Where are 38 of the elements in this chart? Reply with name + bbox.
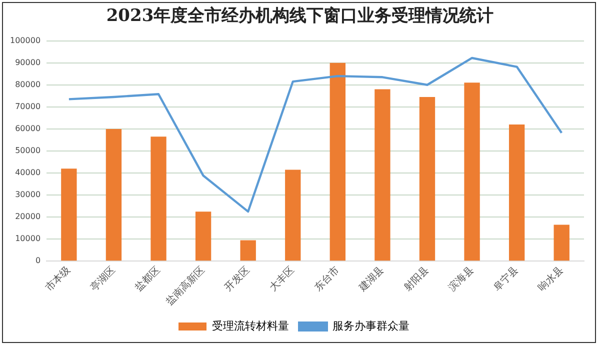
y-tick-label: 100000: [10, 36, 41, 45]
y-tick-label: 90000: [15, 58, 41, 67]
y-tick-label: 10000: [15, 234, 41, 244]
bar: [195, 212, 212, 261]
bar: [106, 128, 122, 261]
legend-label: 受理流转材料量: [212, 319, 289, 332]
x-tick-label: 射阳县: [401, 264, 432, 294]
y-tick-label: 60000: [15, 124, 41, 134]
x-tick-label: 市本级: [43, 264, 73, 294]
bar: [419, 96, 436, 261]
bar: [150, 136, 166, 261]
x-tick-label: 盐都区: [132, 264, 162, 294]
x-tick-label: 大丰区: [267, 264, 297, 294]
y-tick-label: 50000: [15, 146, 41, 156]
bar: [61, 168, 77, 261]
bar: [285, 170, 301, 261]
bar: [330, 62, 346, 261]
x-tick-label: 亭湖区: [88, 264, 118, 294]
bar: [554, 224, 570, 261]
legend-label: 服务办事群众量: [332, 319, 410, 332]
y-tick-label: 20000: [15, 212, 41, 222]
bar: [240, 240, 256, 261]
x-tick-label: 盐南高新区: [163, 264, 208, 308]
y-tick-label: 70000: [15, 102, 41, 111]
x-tick-label: 响水县: [536, 264, 566, 294]
bar: [464, 82, 480, 261]
x-tick-label: 建湖县: [356, 264, 386, 294]
x-tick-label: 阜宁县: [491, 264, 521, 294]
bar: [508, 124, 525, 261]
x-tick-label: 滨海县: [446, 264, 476, 294]
bar: [374, 89, 390, 261]
y-tick-label: 0: [35, 256, 41, 266]
y-tick-label: 80000: [15, 80, 41, 89]
x-tick-label: 开发区: [223, 264, 252, 294]
x-tick-label: 东台市: [312, 264, 342, 294]
y-tick-label: 30000: [15, 190, 41, 200]
y-tick-label: 40000: [15, 168, 41, 178]
chart-title: 2023年度全市经办机构线下窗口业务受理情况统计: [105, 5, 495, 27]
